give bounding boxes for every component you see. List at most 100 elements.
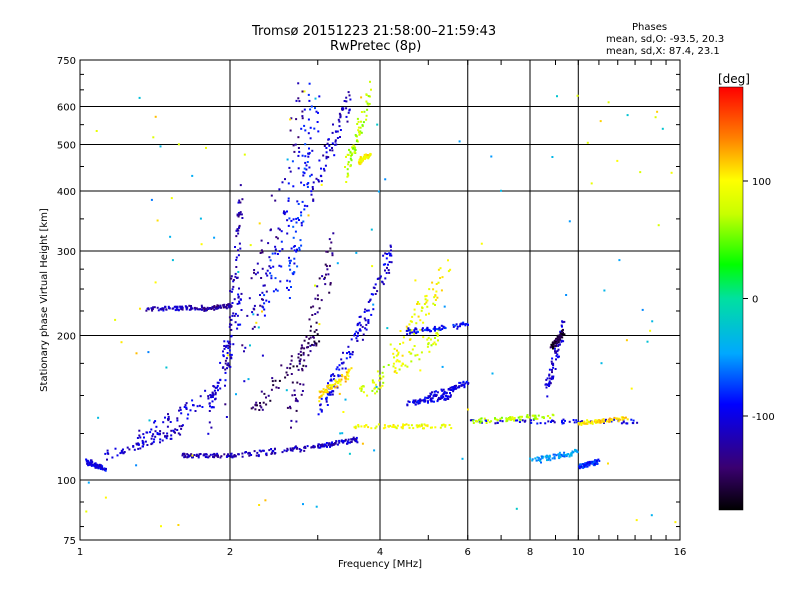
data-point: [256, 262, 259, 265]
data-point: [317, 111, 319, 114]
data-point: [555, 343, 558, 346]
data-point: [290, 286, 292, 288]
data-point: [185, 406, 188, 409]
data-point: [341, 367, 344, 370]
data-point: [313, 340, 316, 343]
data-point: [559, 455, 562, 458]
data-point: [382, 365, 385, 368]
data-point: [433, 390, 436, 393]
data-point: [317, 444, 319, 447]
data-point: [222, 304, 225, 307]
data-point: [234, 275, 237, 278]
data-point: [630, 418, 633, 421]
data-point: [159, 430, 162, 433]
data-point: [551, 375, 554, 378]
data-point: [201, 308, 204, 311]
data-point: [386, 253, 388, 255]
data-point: [261, 291, 264, 294]
data-point: [576, 94, 579, 97]
data-point: [554, 350, 557, 353]
data-point: [227, 347, 230, 350]
data-point: [386, 266, 388, 269]
data-point: [220, 306, 222, 309]
data-point: [505, 418, 508, 421]
data-point: [345, 100, 348, 103]
data-point: [327, 156, 330, 159]
data-point: [268, 265, 271, 268]
data-point: [433, 341, 436, 344]
data-point: [406, 404, 409, 407]
data-point: [561, 419, 564, 422]
data-point: [150, 437, 153, 440]
data-point: [311, 446, 314, 449]
data-point: [500, 189, 502, 192]
data-point: [249, 344, 251, 347]
data-point: [325, 157, 328, 160]
data-point: [300, 393, 303, 396]
data-point: [226, 304, 228, 307]
data-point: [426, 424, 429, 427]
data-point: [388, 271, 391, 274]
data-point: [355, 251, 358, 254]
data-point: [207, 395, 210, 398]
data-point: [354, 427, 357, 430]
data-point: [267, 394, 270, 397]
data-point: [290, 355, 293, 358]
data-point: [294, 446, 296, 449]
y-tick-label: 750: [57, 56, 76, 67]
data-point: [364, 308, 367, 311]
data-point: [436, 391, 439, 394]
data-point: [230, 452, 233, 455]
data-point: [358, 131, 361, 134]
data-point: [548, 374, 551, 377]
data-point: [333, 443, 336, 446]
data-point: [212, 406, 215, 409]
data-point: [191, 454, 194, 457]
data-point: [233, 455, 235, 458]
data-point: [324, 164, 327, 167]
data-point: [235, 266, 238, 268]
data-point: [381, 281, 384, 284]
data-point: [300, 244, 303, 247]
data-point: [427, 395, 430, 398]
data-point: [617, 417, 620, 420]
data-point: [341, 432, 344, 435]
data-point: [367, 103, 370, 106]
data-point: [156, 306, 159, 309]
data-point: [151, 308, 154, 310]
data-point: [303, 184, 306, 187]
data-point: [364, 319, 367, 322]
data-point: [552, 414, 555, 417]
data-point: [407, 424, 410, 427]
data-point: [200, 304, 203, 307]
data-point: [315, 344, 318, 347]
data-point: [561, 331, 564, 334]
data-point: [260, 390, 263, 393]
data-point: [255, 401, 258, 404]
data-point: [334, 130, 337, 133]
data-point: [200, 243, 203, 246]
data-point: [597, 458, 600, 461]
data-point: [209, 394, 212, 396]
data-point: [290, 359, 293, 362]
data-point: [285, 450, 288, 453]
data-point: [225, 455, 228, 458]
data-point: [431, 397, 434, 400]
data-point: [174, 309, 177, 312]
data-point: [444, 391, 447, 394]
data-point: [97, 416, 100, 419]
data-point: [183, 456, 186, 459]
data-point: [315, 505, 318, 508]
data-point: [302, 174, 305, 177]
data-point: [360, 120, 362, 123]
data-point: [209, 453, 212, 456]
data-point: [290, 117, 293, 120]
data-point: [456, 325, 459, 328]
data-point: [204, 456, 207, 458]
data-point: [362, 121, 365, 124]
data-point: [622, 416, 625, 419]
data-point: [558, 336, 561, 339]
data-point: [236, 314, 239, 317]
data-point: [557, 456, 560, 459]
data-point: [578, 423, 580, 426]
